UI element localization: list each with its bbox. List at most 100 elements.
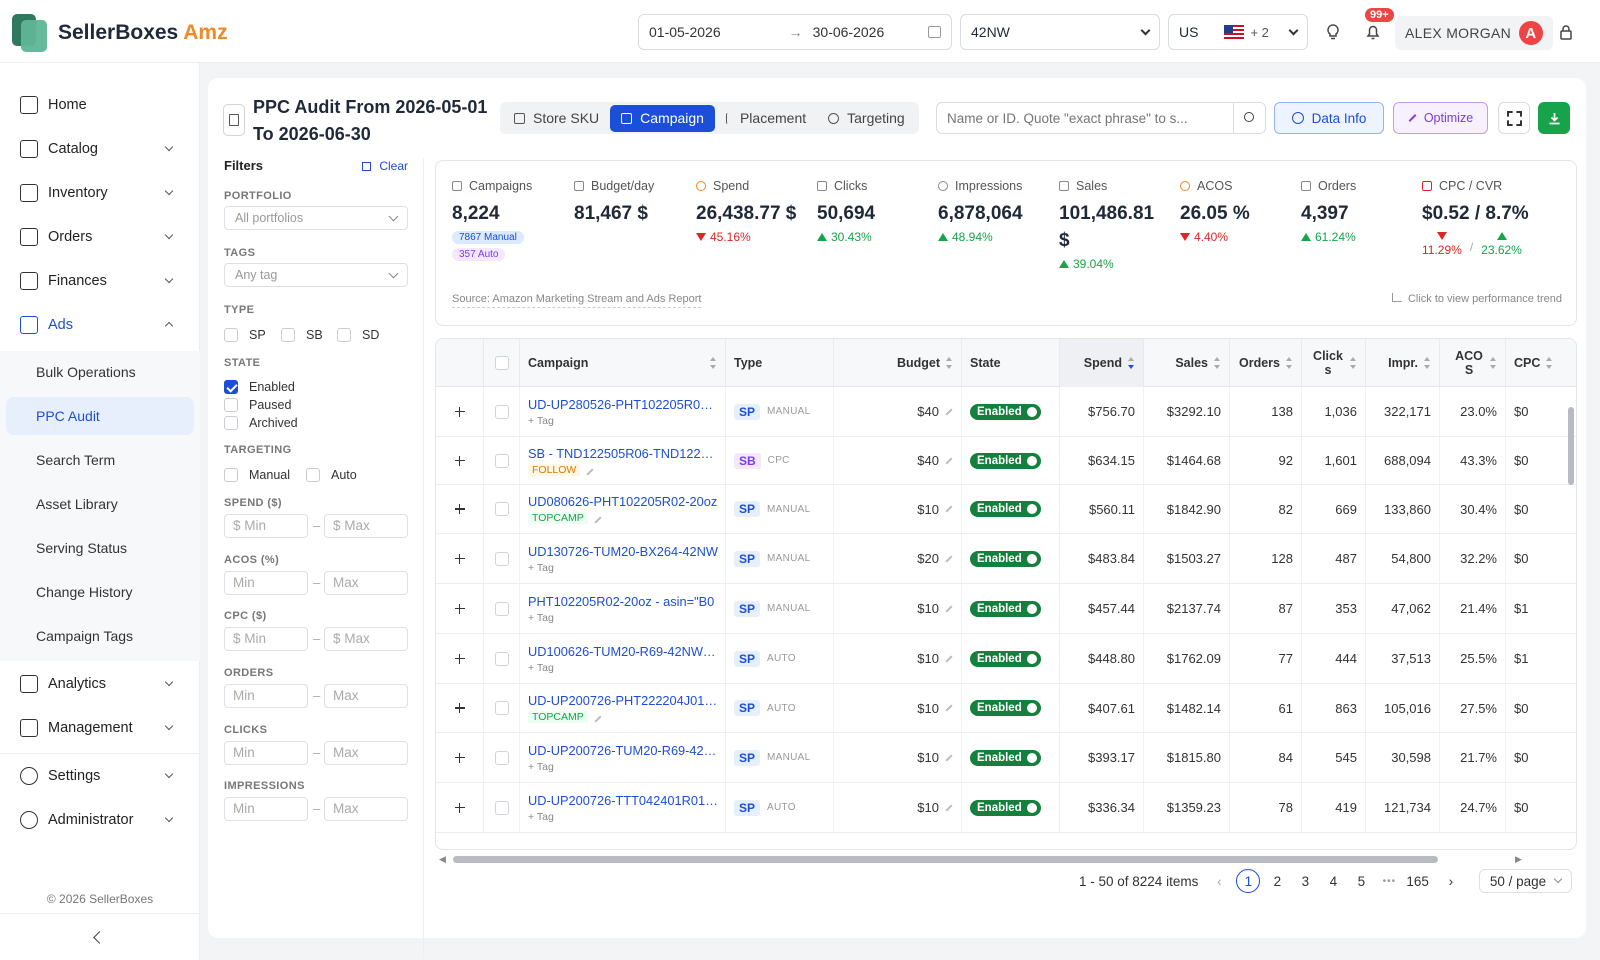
campaign-tag[interactable]: + Tag [528,810,554,823]
nav-ppc-audit[interactable]: PPC Audit [6,397,194,435]
col-campaign[interactable]: Campaign [520,339,726,387]
campaign-tag[interactable]: + Tag [528,561,554,574]
edit-budget-icon[interactable] [945,456,953,465]
nav-orders[interactable]: Orders [6,217,194,257]
page-2[interactable]: 2 [1273,873,1282,889]
edit-budget-icon[interactable] [945,704,953,712]
app-logo[interactable]: SellerBoxes Amz [12,14,228,52]
nav-bulk-operations[interactable]: Bulk Operations [36,364,136,380]
type-sp-checkbox[interactable] [224,328,238,342]
portfolio-select[interactable]: All portfolios [224,206,408,230]
campaign-link[interactable]: UD080626-PHT102205R02-20oz [528,494,718,509]
type-sd-checkbox[interactable] [337,328,351,342]
edit-tag-icon[interactable] [594,516,602,524]
table-row[interactable]: UD-UP200726-TTT042401R01-AUTO + Tag SP AUTO… [436,783,1576,833]
row-checkbox[interactable] [494,651,509,666]
acos-min-input[interactable]: Min [224,571,308,595]
nav-serving-status[interactable]: Serving Status [36,540,128,556]
table-row[interactable]: UD-UP200726-PHT222204J01-AUTO TOPCAMP SP AU… [436,684,1576,733]
col-sales[interactable]: Sales [1144,339,1230,387]
state-archived-checkbox[interactable] [224,416,238,430]
campaign-tag[interactable]: + Tag [528,414,554,427]
budget-value[interactable]: $10 [917,700,939,716]
col-budget[interactable]: Budget [834,339,962,387]
search-icon[interactable] [1233,103,1265,133]
lightbulb-icon[interactable] [1323,22,1343,42]
campaign-tag[interactable]: FOLLOW [528,463,581,476]
nav-ads[interactable]: Ads [6,305,194,345]
campaign-link[interactable]: UD-UP200726-TTT042401R01-AUTO [528,792,718,808]
row-checkbox[interactable] [494,800,509,815]
nav-settings[interactable]: Settings [6,756,194,796]
expand-row-icon[interactable] [453,652,467,666]
state-toggle[interactable]: Enabled [970,749,1041,766]
bell-icon[interactable] [1363,22,1383,42]
nav-asset-library[interactable]: Asset Library [36,496,118,512]
page-last[interactable]: 165 [1406,873,1429,889]
page-5[interactable]: 5 [1357,873,1366,889]
table-row[interactable]: UD130726-TUM20-BX264-42NW + Tag SP MANUAL $2… [436,534,1576,584]
col-type[interactable]: Type [726,339,834,387]
acos-max-input[interactable]: Max [324,571,408,595]
clicks-min-input[interactable]: Min [224,741,308,765]
campaign-link[interactable]: UD-UP200726-PHT222204J01-AUTO [528,693,718,708]
row-checkbox[interactable] [494,701,509,715]
campaign-tag[interactable]: + Tag [528,661,554,674]
campaign-tag[interactable]: + Tag [528,760,554,773]
tab-store-sku[interactable]: Store SKU [503,105,610,132]
budget-value[interactable]: $10 [917,750,939,765]
type-sb-checkbox[interactable] [281,328,295,342]
nav-inventory[interactable]: Inventory [6,173,194,213]
col-acos[interactable]: ACO S [1440,339,1506,387]
edit-budget-icon[interactable] [945,554,953,563]
search-input[interactable] [937,103,1233,133]
row-checkbox[interactable] [494,750,509,765]
state-enabled-checkbox[interactable] [224,380,238,394]
collapse-sidebar-icon[interactable] [93,931,106,944]
budget-value[interactable]: $10 [917,651,939,666]
cpc-min-input[interactable]: $ Min [224,627,308,651]
edit-tag-icon[interactable] [594,715,602,723]
scroll-left-icon[interactable]: ◀ [439,854,446,864]
expand-row-icon[interactable] [453,602,467,616]
col-cpc[interactable]: CPC [1506,339,1576,387]
page-size-select[interactable]: 50 / page [1478,869,1573,893]
row-checkbox[interactable] [494,404,509,419]
horizontal-scrollbar[interactable] [453,856,1438,863]
page-1[interactable]: 1 [1236,869,1261,893]
state-toggle[interactable]: Enabled [970,403,1041,420]
fullscreen-button[interactable] [1498,102,1530,134]
nav-administrator[interactable]: Administrator [6,800,194,840]
data-info-button[interactable]: Data Info [1274,102,1384,134]
budget-value[interactable]: $40 [917,404,939,419]
date-range-picker[interactable]: 01-05-2026 → 30-06-2026 [638,14,952,50]
col-clicks[interactable]: Click s [1302,339,1366,387]
campaign-link[interactable]: UD-UP280526-PHT102205R02-20oz [528,396,718,412]
budget-value[interactable]: $10 [917,501,939,517]
select-all-checkbox[interactable] [494,356,509,370]
budget-value[interactable]: $10 [917,601,939,616]
campaign-link[interactable]: UD130726-TUM20-BX264-42NW [528,543,718,559]
campaign-tag[interactable]: + Tag [528,611,554,624]
campaign-link[interactable]: UD-UP200726-TUM20-R69-42NW [528,742,718,758]
expand-row-icon[interactable] [453,552,467,566]
col-state[interactable]: State [962,339,1060,387]
nav-analytics[interactable]: Analytics [6,664,194,704]
campaign-link[interactable]: SB - TND122505R06-TND122505R06 [528,445,718,461]
tab-targeting[interactable]: Targeting [817,105,916,132]
nav-finances[interactable]: Finances [6,261,194,301]
edit-budget-icon[interactable] [945,407,953,416]
campaign-link[interactable]: PHT102205R02-20oz - asin="B0 [528,593,715,609]
expand-row-icon[interactable] [453,502,467,516]
edit-budget-icon[interactable] [945,505,953,513]
col-orders[interactable]: Orders [1230,339,1302,387]
tab-campaign[interactable]: Campaign [610,104,715,132]
expand-row-icon[interactable] [453,801,467,815]
cpc-max-input[interactable]: $ Max [324,627,408,651]
page-3[interactable]: 3 [1301,873,1310,889]
impressions-max-input[interactable]: Max [324,797,408,821]
campaign-link[interactable]: UD100626-TUM20-R69-42NW-AUTO [528,643,718,659]
download-button[interactable] [1538,102,1570,134]
table-row[interactable]: UD080626-PHT102205R02-20oz TOPCAMP SP MANUA… [436,485,1576,534]
col-impressions[interactable]: Impr. [1366,339,1440,387]
